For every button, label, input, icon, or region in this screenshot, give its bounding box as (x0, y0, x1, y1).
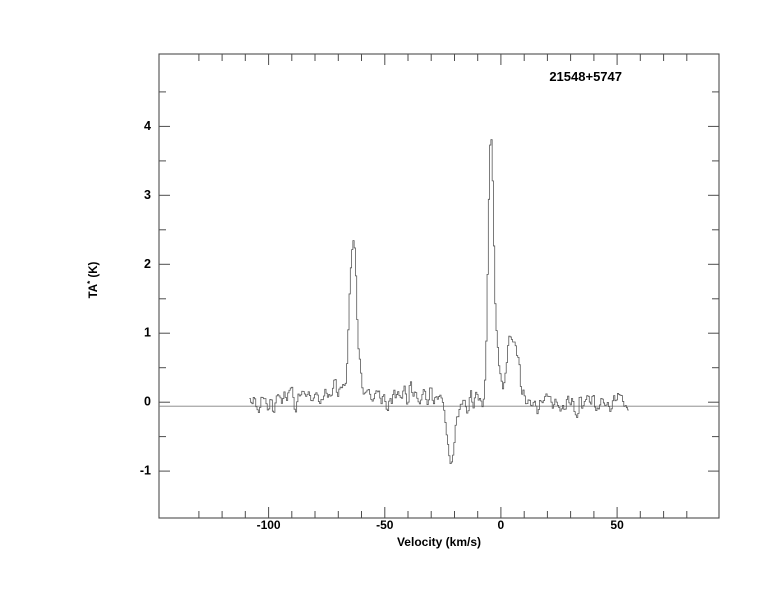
svg-text:3: 3 (144, 188, 151, 202)
svg-text:0: 0 (144, 395, 151, 409)
svg-text:1: 1 (144, 326, 151, 340)
svg-text:-50: -50 (376, 518, 394, 532)
svg-text:-100: -100 (257, 518, 281, 532)
svg-text:21548+5747: 21548+5747 (549, 69, 622, 84)
svg-text:0: 0 (498, 518, 505, 532)
svg-text:TA* (K): TA* (K) (86, 261, 101, 298)
svg-text:2: 2 (144, 257, 151, 271)
svg-text:50: 50 (610, 518, 624, 532)
svg-text:Velocity (km/s): Velocity (km/s) (397, 535, 481, 549)
svg-text:-1: -1 (140, 464, 151, 478)
svg-text:4: 4 (144, 119, 151, 133)
